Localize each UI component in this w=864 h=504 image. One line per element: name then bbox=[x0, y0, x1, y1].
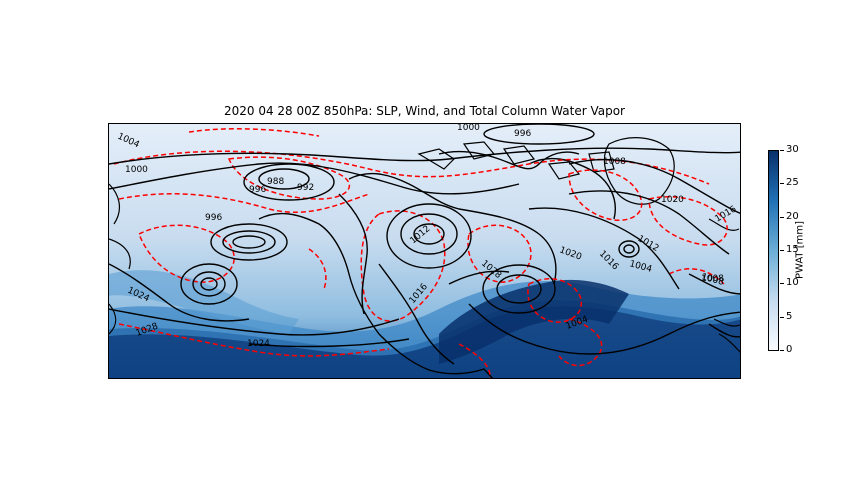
colorbar-tick-label: 15 bbox=[786, 244, 799, 255]
colorbar-tick bbox=[780, 217, 784, 218]
contour-label: 996 bbox=[249, 185, 266, 195]
pacific-moisture-plume bbox=[109, 270, 299, 334]
contour-label: 1024 bbox=[247, 339, 270, 349]
colorbar-label: PWAT [mm] bbox=[794, 220, 806, 280]
contour-label: 1020 bbox=[661, 195, 684, 205]
contour-label: 988 bbox=[267, 177, 284, 187]
contour-label: 1008 bbox=[603, 157, 626, 167]
colorbar-tick-label: 30 bbox=[786, 144, 799, 155]
colorbar-tick bbox=[780, 350, 784, 351]
colorbar bbox=[768, 150, 779, 351]
contour-label: 1000 bbox=[125, 165, 148, 175]
colorbar-tick bbox=[780, 283, 784, 284]
north-america-coastline bbox=[258, 150, 616, 378]
contour-label: 996 bbox=[514, 129, 531, 139]
map-panel[interactable]: 1004 1000 996 988 992 996 1000 996 1008 … bbox=[108, 123, 741, 379]
colorbar-tick bbox=[780, 317, 784, 318]
colorbar-tick-label: 0 bbox=[786, 344, 793, 355]
colorbar-tick bbox=[780, 250, 784, 251]
moisture-band bbox=[109, 300, 740, 378]
contour-label: 992 bbox=[297, 183, 314, 193]
colorbar-tick-label: 10 bbox=[786, 277, 799, 288]
contour-label: 1008 bbox=[701, 274, 724, 284]
asia-coastline bbox=[109, 183, 131, 335]
europe-coastline bbox=[708, 218, 740, 353]
colorbar-tick-label: 25 bbox=[786, 177, 799, 188]
colorbar-tick-label: 20 bbox=[786, 211, 799, 222]
contour-label: 1000 bbox=[457, 124, 480, 133]
colorbar-tick bbox=[780, 150, 784, 151]
gulf-moisture bbox=[439, 279, 629, 364]
colorbar-tick-label: 5 bbox=[786, 311, 793, 322]
contour-label: 996 bbox=[205, 213, 222, 223]
chart-title: 2020 04 28 00Z 850hPa: SLP, Wind, and To… bbox=[223, 104, 625, 118]
greenland-coastline bbox=[603, 137, 675, 205]
colorbar-tick bbox=[780, 183, 784, 184]
slp-contours bbox=[109, 124, 740, 365]
